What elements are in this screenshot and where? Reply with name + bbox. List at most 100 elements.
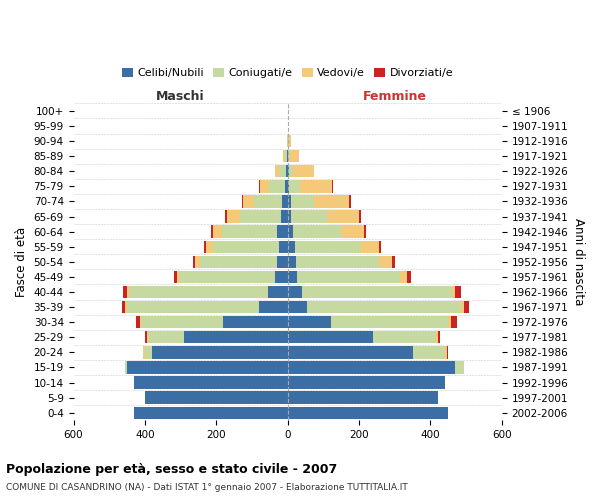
Bar <box>243 196 254 207</box>
Bar <box>451 316 457 328</box>
Bar <box>124 286 127 298</box>
Bar <box>448 316 451 328</box>
Bar <box>127 301 259 314</box>
Bar <box>290 150 299 162</box>
Bar <box>437 331 440 344</box>
Bar <box>145 346 152 358</box>
Bar <box>211 226 213 238</box>
Bar <box>287 286 302 298</box>
Bar <box>225 210 227 222</box>
Bar <box>260 180 269 192</box>
Bar <box>254 196 283 207</box>
Bar <box>379 240 380 253</box>
Bar <box>200 256 277 268</box>
Bar <box>148 331 184 344</box>
Bar <box>125 301 127 314</box>
Bar <box>184 331 287 344</box>
Bar <box>289 150 290 162</box>
Bar <box>314 196 349 207</box>
Bar <box>289 135 291 147</box>
Bar <box>287 210 291 222</box>
Bar <box>279 240 287 253</box>
Text: Maschi: Maschi <box>156 90 205 104</box>
Bar <box>287 120 289 132</box>
Text: Popolazione per età, sesso e stato civile - 2007: Popolazione per età, sesso e stato civil… <box>6 462 337 475</box>
Bar <box>195 256 200 268</box>
Bar <box>436 331 437 344</box>
Bar <box>174 270 177 283</box>
Bar <box>140 316 142 328</box>
Bar <box>134 376 287 388</box>
Bar <box>277 226 287 238</box>
Text: Femmine: Femmine <box>363 90 427 104</box>
Bar <box>287 392 437 404</box>
Bar <box>152 346 287 358</box>
Bar <box>287 346 413 358</box>
Bar <box>302 286 452 298</box>
Bar <box>136 316 140 328</box>
Bar <box>286 165 287 177</box>
Bar <box>400 270 407 283</box>
Bar <box>259 301 287 314</box>
Bar <box>193 256 195 268</box>
Bar <box>227 210 239 222</box>
Bar <box>204 240 206 253</box>
Bar <box>287 165 289 177</box>
Bar <box>179 270 275 283</box>
Bar <box>293 165 314 177</box>
Bar <box>125 362 127 374</box>
Bar <box>281 210 287 222</box>
Bar <box>289 180 300 192</box>
Bar <box>464 301 469 314</box>
Bar <box>452 286 455 298</box>
Bar <box>269 180 285 192</box>
Bar <box>127 286 129 298</box>
Bar <box>287 135 289 147</box>
Bar <box>239 210 281 222</box>
Bar <box>392 256 395 268</box>
Bar <box>287 150 289 162</box>
Bar <box>327 210 359 222</box>
Bar <box>177 270 179 283</box>
Bar <box>129 286 268 298</box>
Bar <box>206 240 213 253</box>
Bar <box>361 240 379 253</box>
Bar <box>379 256 392 268</box>
Bar <box>296 256 379 268</box>
Bar <box>280 165 286 177</box>
Bar <box>287 196 290 207</box>
Bar <box>364 226 366 238</box>
Bar <box>142 316 223 328</box>
Y-axis label: Fasce di età: Fasce di età <box>15 226 28 297</box>
Bar <box>145 392 287 404</box>
Bar <box>332 180 333 192</box>
Bar <box>300 180 332 192</box>
Bar <box>283 150 285 162</box>
Bar <box>275 270 287 283</box>
Bar <box>413 346 445 358</box>
Bar <box>275 165 280 177</box>
Bar <box>293 226 341 238</box>
Bar <box>359 210 361 222</box>
Text: COMUNE DI CASANDRINO (NA) - Dati ISTAT 1° gennaio 2007 - Elaborazione TUTTITALIA: COMUNE DI CASANDRINO (NA) - Dati ISTAT 1… <box>6 482 408 492</box>
Bar <box>285 180 287 192</box>
Bar <box>307 301 461 314</box>
Bar <box>287 331 373 344</box>
Bar <box>122 301 125 314</box>
Bar <box>445 346 446 358</box>
Bar <box>287 270 296 283</box>
Bar <box>446 346 448 358</box>
Bar <box>287 226 293 238</box>
Bar <box>295 240 361 253</box>
Bar <box>287 316 331 328</box>
Legend: Celibi/Nubili, Coniugati/e, Vedovi/e, Divorziati/e: Celibi/Nubili, Coniugati/e, Vedovi/e, Di… <box>119 64 457 82</box>
Bar <box>242 196 243 207</box>
Bar <box>349 196 350 207</box>
Bar <box>461 301 464 314</box>
Bar <box>223 316 287 328</box>
Bar <box>147 331 148 344</box>
Y-axis label: Anni di nascita: Anni di nascita <box>572 218 585 306</box>
Bar <box>291 210 327 222</box>
Bar <box>213 240 279 253</box>
Bar <box>455 286 461 298</box>
